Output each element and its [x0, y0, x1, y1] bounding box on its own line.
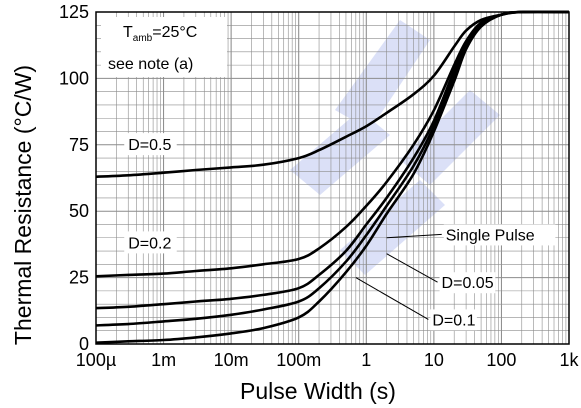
annotation-label: Single Pulse: [446, 227, 535, 244]
condition-box: Tamb=25°C see note (a): [101, 17, 227, 77]
x-tick-label: 1m: [151, 350, 176, 370]
y-tick-label: 25: [69, 268, 89, 288]
plot-frame: [95, 11, 570, 345]
series-label: D=0.5: [128, 137, 171, 154]
x-tick-label: 100µ: [76, 350, 116, 370]
x-tick-label: 10: [424, 350, 444, 370]
annotation-leader-line: [386, 233, 442, 239]
y-axis-title: Thermal Resistance (°C/W): [10, 65, 36, 345]
y-tick-label: 50: [69, 201, 89, 221]
x-tick-label: 100m: [276, 350, 321, 370]
annotation-label: D=0.05: [442, 275, 494, 292]
annotation-label-bg: [430, 309, 477, 331]
x-tick-label: 10m: [214, 350, 249, 370]
series-label: D=0.2: [128, 235, 171, 252]
series-label-bg: [124, 133, 177, 156]
series-layer: [95, 10, 570, 344]
annotation-label-bg: [443, 224, 556, 246]
y-tick-label: 125: [59, 2, 89, 22]
x-tick-label: 1k: [559, 350, 579, 370]
ticks: 100µ 1m 10m 100m 1 10 100 1k 0 25 50 75 100 125: [59, 2, 580, 370]
annotation-label-bg: [439, 272, 496, 294]
y-tick-label: 75: [69, 135, 89, 155]
x-axis-title: Pulse Width (s): [240, 378, 396, 404]
series-line-5: [95, 10, 570, 344]
y-tick-label: 0: [79, 334, 89, 354]
annotation-layer: D=0.5 D=0.2 Single Pulse D=0.05 D=0.1: [124, 133, 556, 331]
annotation-leader-line: [355, 277, 429, 320]
y-tick-label: 100: [59, 68, 89, 88]
annotation-leader-line: [386, 253, 438, 283]
note-label: see note (a): [108, 56, 193, 73]
series-label-bg: [124, 231, 177, 254]
x-tick-label: 1: [361, 350, 371, 370]
x-tick-label: 100: [486, 350, 516, 370]
condition-label: Tamb=25°C: [123, 24, 197, 44]
annotation-label: D=0.1: [432, 312, 475, 329]
series-line-1: [95, 10, 570, 178]
